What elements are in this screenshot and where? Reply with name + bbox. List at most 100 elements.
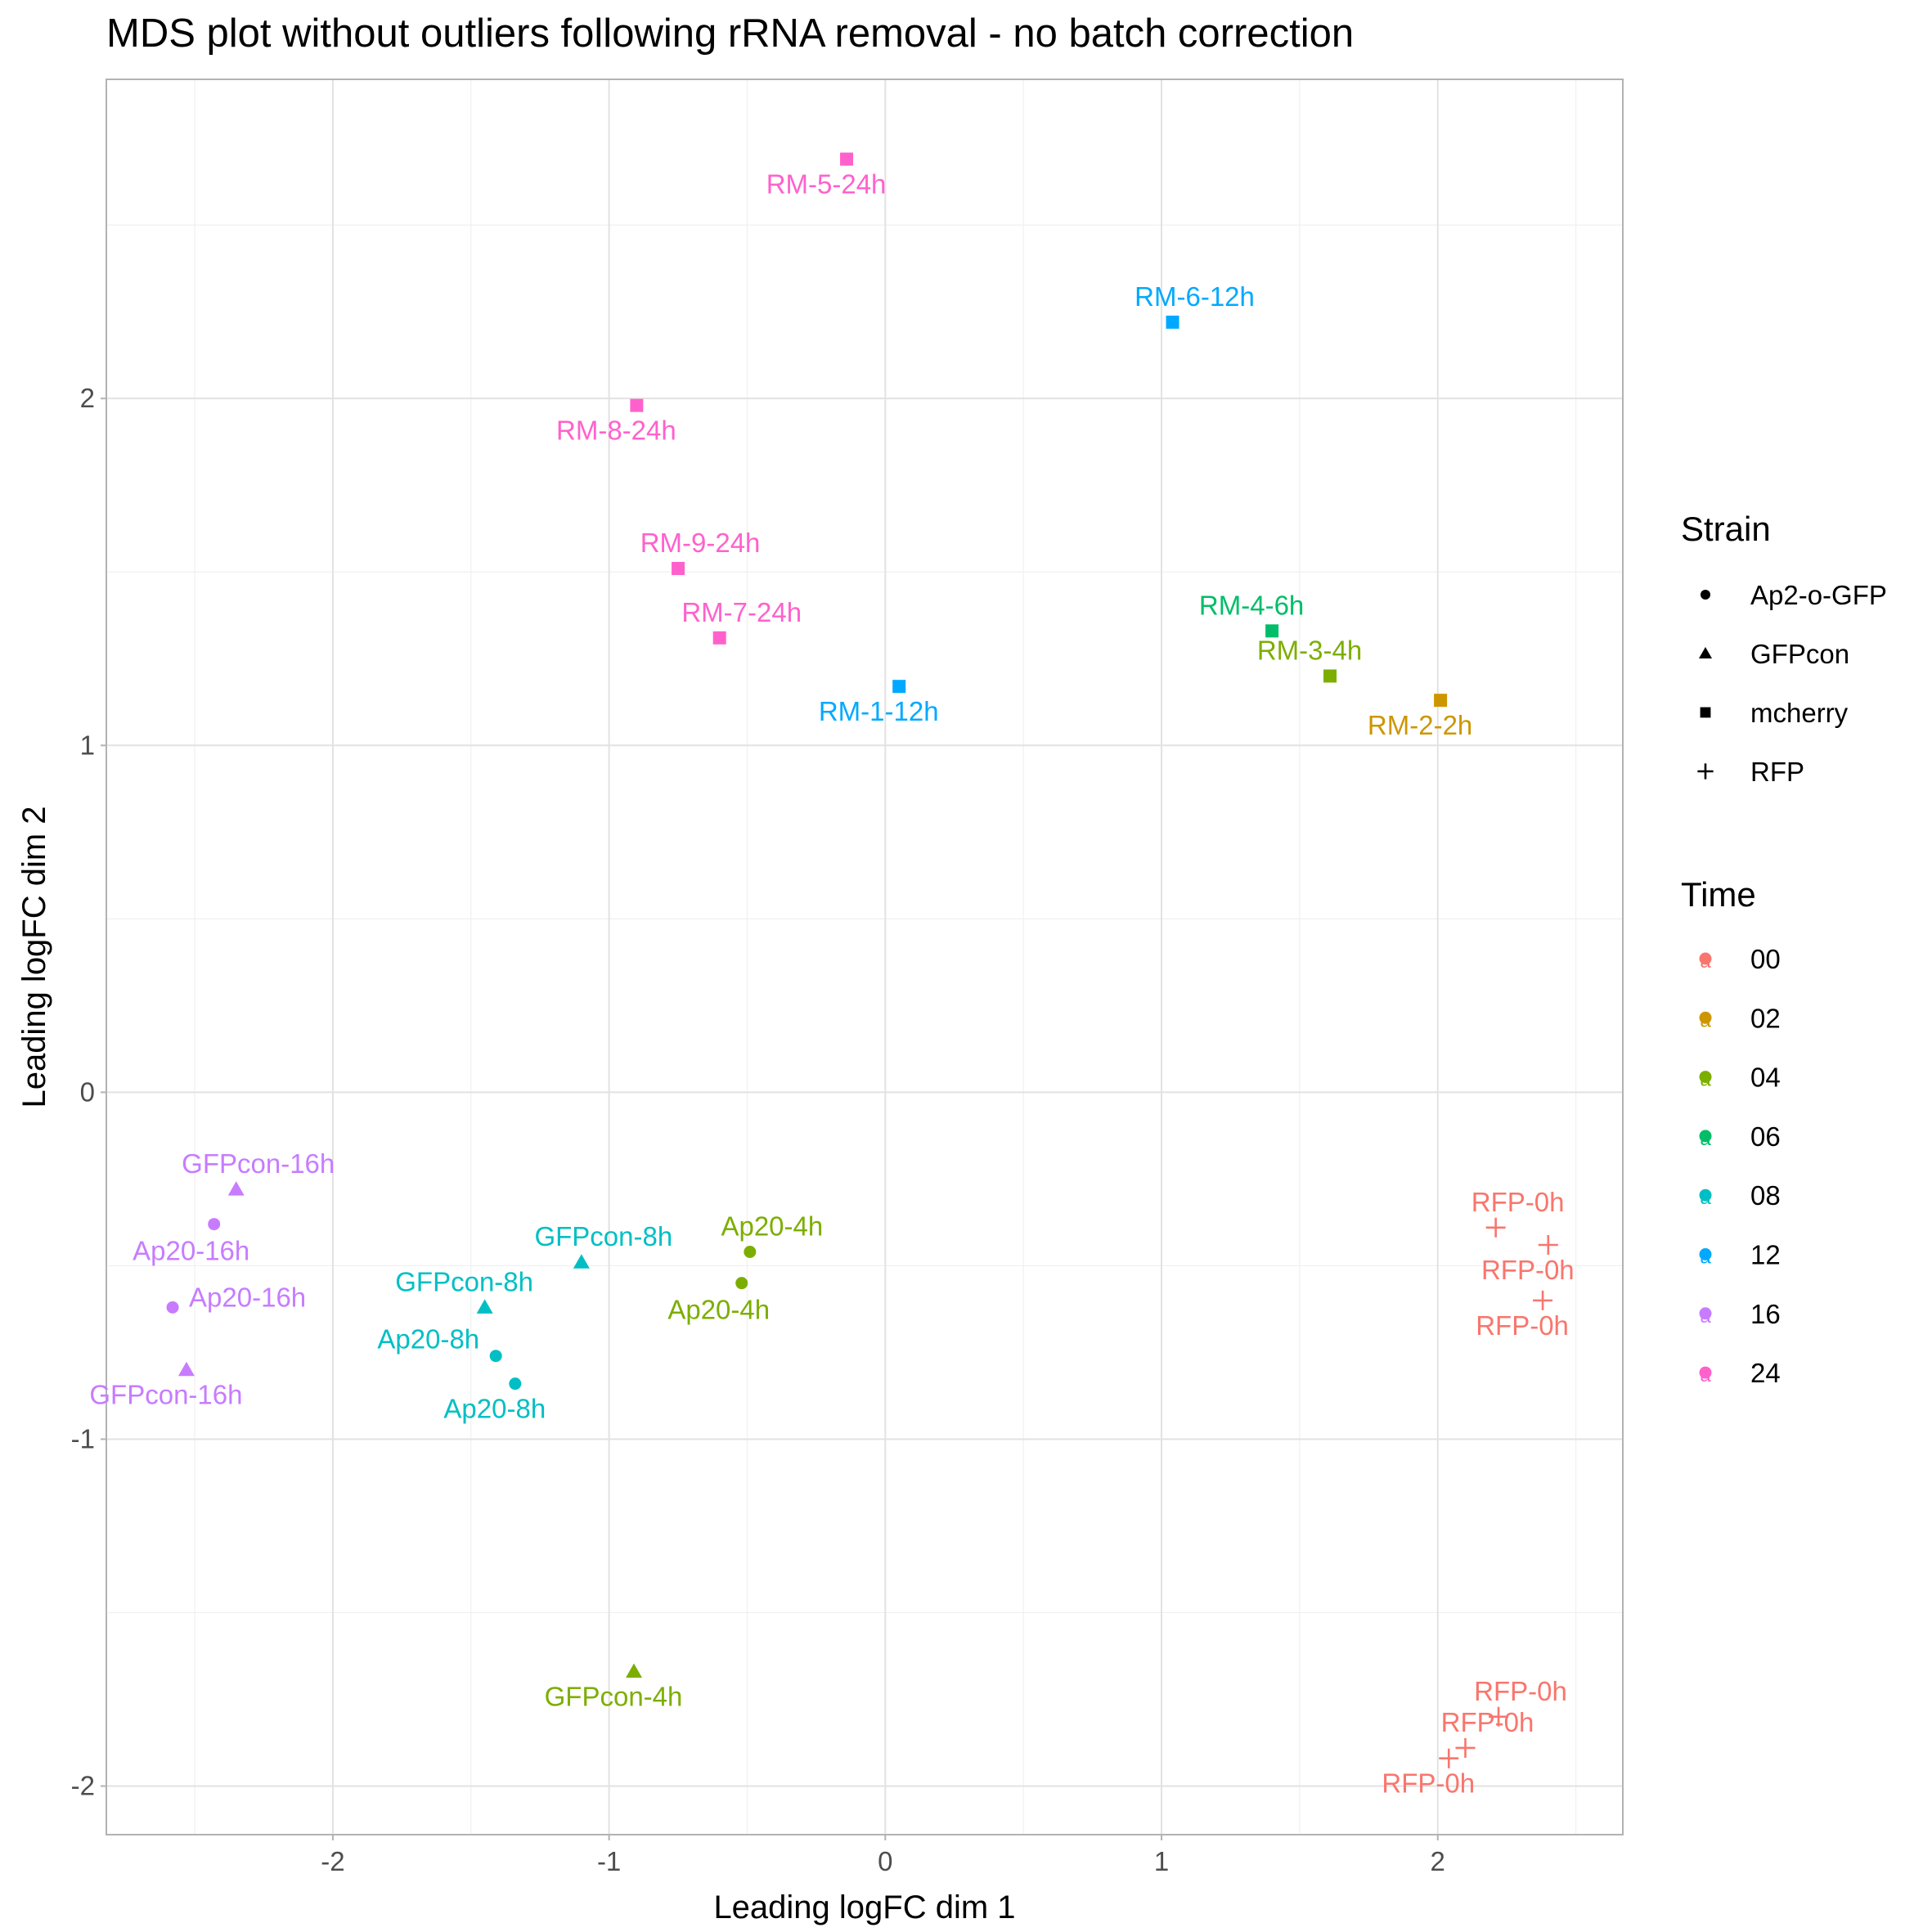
point-label: GFPcon-4h [545,1682,683,1712]
legend-strain-label: mcherry [1750,698,1849,728]
y-tick-label: 1 [80,730,95,760]
grid [106,79,1623,1835]
y-tick-label: -1 [71,1424,95,1454]
point-label: RFP-0h [1481,1255,1575,1285]
point-label: Ap20-8h [377,1324,479,1355]
point-21 [1538,1235,1558,1256]
legend-strain-label: GFPcon [1750,639,1849,669]
legend-strain-title: Strain [1681,510,1771,548]
point-7 [892,680,906,694]
legend: Strain Time Ap2-o-GFP GFPcon mcherry RFP a 00… [1681,510,1887,1388]
chart-title: MDS plot without outliers following rRNA… [106,11,1354,56]
legend-time-key [1699,952,1712,965]
legend-time-key [1699,1366,1712,1379]
legend-time-key-letter: a [1700,1128,1711,1150]
point-16 [509,1377,522,1391]
point-label: RFP-0h [1474,1676,1567,1706]
point-label: Ap20-16h [133,1236,249,1266]
point-22 [1533,1290,1553,1310]
point-label: RFP-0h [1441,1707,1534,1737]
point-label: Ap20-4h [721,1211,823,1241]
legend-time-key [1699,1130,1712,1143]
legend-time-key-letter: a [1700,1364,1711,1386]
legend-time-label: 08 [1750,1180,1781,1211]
point-label: RM-2-2h [1368,710,1472,740]
point-label: RM-6-12h [1134,281,1255,312]
legend-strain-label: RFP [1750,757,1804,787]
legend-time-label: 16 [1750,1299,1781,1329]
plot-panel-border [106,79,1624,1835]
data-points [166,152,1558,1768]
point-label: Ap20-16h [189,1282,306,1312]
point-5 [1265,624,1279,638]
legend-time-label: 24 [1750,1358,1781,1388]
y-axis-title: Leading logFC dim 2 [16,806,52,1108]
point-25 [1439,1748,1459,1768]
point-14 [476,1299,493,1314]
x-tick-label: -1 [597,1846,621,1876]
point-3 [672,561,685,575]
legend-time-label: 00 [1750,944,1781,974]
point-label: RM-9-24h [640,528,761,558]
point-label: GFPcon-16h [182,1148,335,1179]
legend-time-label: 12 [1750,1240,1781,1270]
legend-time-key [1699,1011,1712,1024]
legend-strain-key-plus [1697,763,1714,780]
point-6 [1323,669,1337,683]
x-tick-label: 0 [878,1846,892,1876]
legend-time-label: 02 [1750,1003,1781,1033]
point-20 [1485,1217,1506,1238]
x-tick-label: 1 [1154,1846,1169,1876]
legend-strain-key-circle [1701,590,1710,600]
point-label: RM-8-24h [556,416,676,446]
point-13 [573,1254,590,1269]
point-label: RM-1-12h [819,696,939,726]
point-10 [208,1218,221,1231]
legend-time-key [1699,1248,1712,1260]
legend-time-key-letter: a [1700,1187,1711,1209]
x-tick-label: 2 [1431,1846,1445,1876]
point-label: RM-7-24h [681,597,802,627]
legend-strain-key-square [1700,707,1711,718]
legend-time-key [1699,1188,1712,1202]
legend-time-title: Time [1681,875,1756,914]
point-labels: RM-5-24h RM-6-12h RM-8-24h RM-9-24h RM-7-24h… [89,169,1574,1799]
point-24 [1455,1737,1476,1758]
y-tick-label: -2 [71,1771,95,1801]
legend-time-label: 06 [1750,1121,1781,1152]
point-11 [166,1301,179,1314]
point-label: RFP-0h [1471,1187,1565,1217]
point-label: RM-3-4h [1257,635,1362,665]
y-tick-label: 0 [80,1076,95,1107]
x-axis-title: Leading logFC dim 1 [713,1889,1015,1925]
point-0 [840,152,854,166]
legend-time-key-letter: a [1700,1009,1711,1031]
point-label: RFP-0h [1476,1310,1569,1341]
legend-time-key-letter: a [1700,1247,1711,1269]
y-tick-label: 2 [80,383,95,413]
point-12 [177,1361,195,1377]
point-label: Ap20-8h [443,1394,546,1424]
point-8 [1434,694,1448,708]
point-23 [1489,1706,1509,1727]
legend-time-key [1699,1307,1712,1320]
point-1 [1166,315,1179,329]
point-9 [227,1181,245,1196]
point-label: GFPcon-8h [395,1266,533,1296]
point-label: RM-5-24h [766,169,887,200]
x-tick-label: -2 [321,1846,344,1876]
point-19 [626,1663,643,1678]
point-label: GFPcon-8h [534,1221,672,1251]
point-17 [744,1245,757,1258]
point-4 [712,631,726,645]
point-18 [735,1277,748,1290]
point-label: RM-4-6h [1199,590,1304,620]
legend-time-key-letter: a [1700,1305,1711,1328]
legend-time-label: 04 [1750,1063,1781,1093]
axis-ticks: -2 -1 0 1 2 -2 -1 0 1 2 [71,383,1445,1876]
legend-strain-label: Ap2-o-GFP [1750,580,1887,610]
point-15 [489,1350,502,1363]
legend-time-key [1699,1071,1712,1084]
